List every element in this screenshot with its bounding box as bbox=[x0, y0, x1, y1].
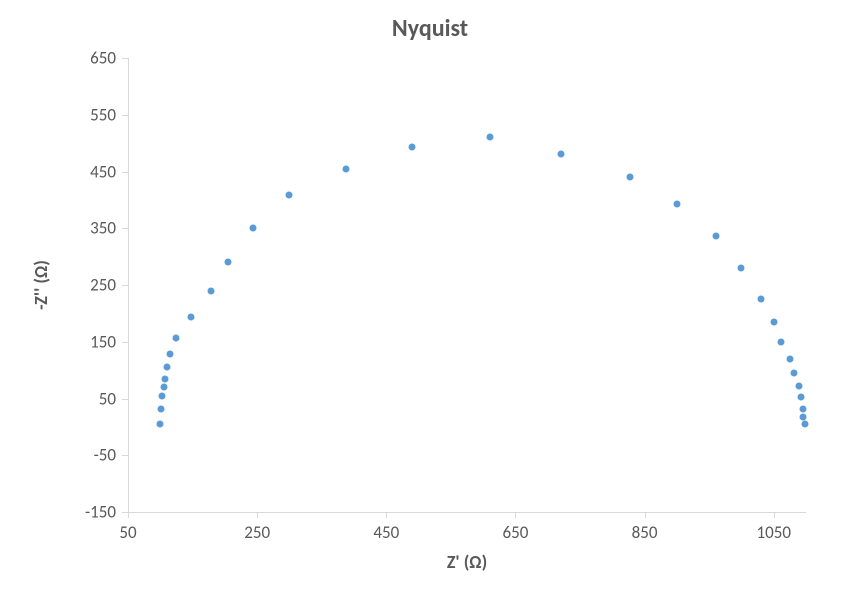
data-point bbox=[157, 421, 164, 428]
x-axis-line bbox=[128, 512, 806, 513]
data-point bbox=[286, 192, 293, 199]
y-tick bbox=[122, 285, 128, 286]
data-point bbox=[757, 296, 764, 303]
data-point bbox=[159, 393, 166, 400]
data-point bbox=[799, 405, 806, 412]
y-tick-label: 50 bbox=[99, 388, 116, 409]
data-point bbox=[738, 264, 745, 271]
x-tick-label: 650 bbox=[502, 522, 528, 543]
nyquist-chart: Nyquist Z' (Ω) -Z'' (Ω) 50 250 450 650 850 10… bbox=[0, 0, 860, 597]
y-tick bbox=[122, 58, 128, 59]
x-tick-label: 1050 bbox=[756, 522, 790, 543]
data-point bbox=[791, 369, 798, 376]
x-tick-label: 250 bbox=[244, 522, 270, 543]
data-point bbox=[673, 201, 680, 208]
data-point bbox=[188, 314, 195, 321]
y-tick bbox=[122, 172, 128, 173]
y-tick-label: -50 bbox=[94, 445, 116, 466]
data-point bbox=[166, 351, 173, 358]
y-tick-label: 550 bbox=[90, 104, 116, 125]
y-tick bbox=[122, 455, 128, 456]
data-point bbox=[207, 287, 214, 294]
y-axis-line bbox=[128, 58, 129, 512]
data-point bbox=[770, 318, 777, 325]
y-tick bbox=[122, 512, 128, 513]
data-point bbox=[250, 225, 257, 232]
data-point bbox=[712, 233, 719, 240]
x-tick-label: 850 bbox=[632, 522, 658, 543]
data-point bbox=[797, 394, 804, 401]
data-point bbox=[157, 405, 164, 412]
data-point bbox=[172, 334, 179, 341]
x-tick bbox=[128, 512, 129, 518]
y-tick bbox=[122, 115, 128, 116]
data-point bbox=[557, 151, 564, 158]
chart-title: Nyquist bbox=[0, 14, 860, 43]
y-tick-label: 450 bbox=[90, 161, 116, 182]
x-axis-title: Z' (Ω) bbox=[128, 551, 806, 573]
data-point bbox=[627, 174, 634, 181]
x-tick bbox=[645, 512, 646, 518]
x-tick bbox=[386, 512, 387, 518]
data-point bbox=[800, 413, 807, 420]
y-tick-label: -150 bbox=[85, 502, 116, 523]
y-tick-label: 350 bbox=[90, 218, 116, 239]
data-point bbox=[163, 364, 170, 371]
x-tick bbox=[774, 512, 775, 518]
data-point bbox=[778, 338, 785, 345]
data-point bbox=[343, 166, 350, 173]
x-tick-label: 50 bbox=[119, 522, 136, 543]
y-axis-title: -Z'' (Ω) bbox=[30, 58, 52, 512]
data-point bbox=[409, 144, 416, 151]
x-tick-label: 450 bbox=[373, 522, 399, 543]
data-point bbox=[162, 375, 169, 382]
data-point bbox=[486, 134, 493, 141]
data-point bbox=[795, 383, 802, 390]
data-point bbox=[801, 421, 808, 428]
x-tick bbox=[257, 512, 258, 518]
y-tick-label: 650 bbox=[90, 48, 116, 69]
data-point bbox=[160, 384, 167, 391]
y-tick-label: 250 bbox=[90, 275, 116, 296]
y-tick bbox=[122, 228, 128, 229]
y-tick bbox=[122, 342, 128, 343]
data-point bbox=[225, 259, 232, 266]
plot-area bbox=[128, 58, 806, 512]
x-tick bbox=[515, 512, 516, 518]
data-point bbox=[786, 355, 793, 362]
y-tick-label: 150 bbox=[90, 331, 116, 352]
y-tick bbox=[122, 399, 128, 400]
